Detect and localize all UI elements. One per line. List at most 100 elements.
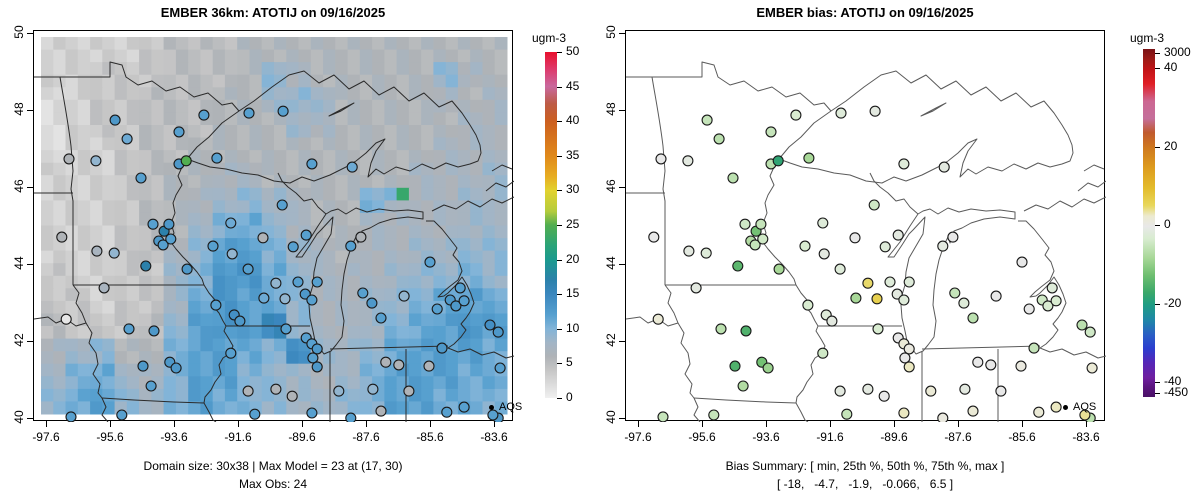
bias-aqs-legend: AQS bbox=[1063, 401, 1096, 413]
model-colorbar bbox=[545, 52, 557, 398]
y-axis-tick-label: 42 bbox=[12, 333, 26, 347]
aqs-station-point bbox=[157, 239, 169, 251]
x-axis-tick-label: -83.6 bbox=[1072, 430, 1100, 444]
aqs-station-point bbox=[872, 323, 884, 335]
y-axis-tick bbox=[619, 187, 625, 188]
y-axis-tick-label: 44 bbox=[12, 256, 26, 270]
aqs-station-point bbox=[1016, 256, 1028, 268]
aqs-station-point bbox=[949, 287, 961, 299]
y-axis-tick-label: 50 bbox=[604, 25, 618, 39]
aqs-station-point bbox=[690, 282, 702, 294]
colorbar-tick bbox=[557, 121, 562, 122]
x-axis-tick bbox=[958, 421, 959, 427]
aqs-station-point bbox=[903, 361, 915, 373]
x-axis-tick bbox=[766, 421, 767, 427]
model-caption-line1: Domain size: 30x38 | Max Model = 23 at (… bbox=[143, 459, 403, 473]
aqs-station-point bbox=[198, 109, 210, 121]
y-axis-tick-label: 48 bbox=[12, 102, 26, 116]
aqs-station-point bbox=[657, 411, 669, 422]
aqs-station-point bbox=[835, 107, 847, 119]
aqs-station-point bbox=[972, 356, 984, 368]
aqs-station-point bbox=[652, 313, 664, 325]
y-axis-tick bbox=[27, 187, 33, 188]
aqs-station-point bbox=[148, 325, 160, 337]
colorbar-tick-label: 0 bbox=[566, 390, 573, 404]
aqs-station-point bbox=[243, 107, 255, 119]
aqs-station-point bbox=[494, 362, 506, 374]
map-border-path bbox=[101, 397, 205, 404]
x-axis-tick-label: -91.6 bbox=[816, 430, 844, 444]
y-axis-tick-label: 40 bbox=[604, 410, 618, 424]
colorbar-tick-label: 35 bbox=[566, 148, 580, 162]
aqs-station-point bbox=[903, 343, 915, 355]
aqs-station-point bbox=[366, 297, 378, 309]
aqs-station-point bbox=[1079, 409, 1091, 421]
x-axis-tick-label: -87.6 bbox=[944, 430, 972, 444]
colorbar-tick-label: 25 bbox=[566, 217, 580, 231]
x-axis-tick bbox=[702, 421, 703, 427]
y-axis-tick bbox=[27, 341, 33, 342]
aqs-station-point bbox=[355, 231, 367, 243]
aqs-station-point bbox=[682, 155, 694, 167]
x-axis-tick bbox=[1086, 421, 1087, 427]
y-axis-tick bbox=[619, 264, 625, 265]
y-axis-tick-label: 40 bbox=[12, 410, 26, 424]
colorbar-tick-label: 20 bbox=[1164, 139, 1178, 153]
aqs-station-point bbox=[280, 323, 292, 335]
bias-plot-area bbox=[625, 30, 1106, 422]
x-axis-tick-label: -89.6 bbox=[288, 430, 316, 444]
aqs-station-point bbox=[109, 114, 121, 126]
aqs-station-point bbox=[995, 385, 1007, 397]
aqs-station-point bbox=[925, 385, 937, 397]
colorbar-tick bbox=[557, 87, 562, 88]
x-axis-tick bbox=[366, 421, 367, 427]
aqs-station-point bbox=[958, 297, 970, 309]
x-axis-tick-label: -85.6 bbox=[416, 430, 444, 444]
aqs-station-point bbox=[90, 155, 102, 167]
colorbar-tick-label: 15 bbox=[566, 286, 580, 300]
aqs-station-point bbox=[333, 385, 345, 397]
aqs-station-point bbox=[277, 105, 289, 117]
y-axis-tick bbox=[27, 110, 33, 111]
aqs-station-point bbox=[258, 292, 270, 304]
colorbar-tick-label: -20 bbox=[1164, 296, 1182, 310]
aqs-station-point bbox=[1086, 362, 1098, 374]
aqs-station-point bbox=[841, 408, 853, 420]
y-axis-tick bbox=[619, 33, 625, 34]
aqs-station-point bbox=[701, 114, 713, 126]
aqs-station-point bbox=[65, 411, 77, 422]
colorbar-tick bbox=[557, 260, 562, 261]
aqs-station-point bbox=[123, 323, 135, 335]
map-border-path bbox=[491, 164, 513, 172]
x-axis-tick-label: -87.6 bbox=[352, 430, 380, 444]
aqs-station-point bbox=[755, 218, 767, 230]
aqs-station-points bbox=[648, 105, 1098, 422]
aqs-station-point bbox=[898, 407, 910, 419]
aqs-station-point bbox=[762, 362, 774, 374]
aqs-station-point bbox=[431, 303, 443, 315]
aqs-station-points bbox=[56, 105, 506, 422]
y-axis-tick-label: 46 bbox=[12, 179, 26, 193]
aqs-station-point bbox=[862, 277, 874, 289]
colorbar-tick-label: 30 bbox=[566, 182, 580, 196]
aqs-station-point bbox=[1084, 326, 1096, 338]
colorbar-tick bbox=[1155, 304, 1160, 305]
colorbar-tick-label: 0 bbox=[1164, 217, 1171, 231]
model-panel-title: EMBER 36km: ATOTIJ on 09/16/2025 bbox=[160, 5, 386, 20]
aqs-station-point bbox=[849, 232, 861, 244]
aqs-station-point bbox=[757, 233, 769, 245]
aqs-station-point bbox=[898, 158, 910, 170]
model-caption-line2: Max Obs: 24 bbox=[238, 477, 308, 491]
aqs-station-point bbox=[279, 293, 291, 305]
aqs-station-point bbox=[454, 282, 466, 294]
aqs-station-point bbox=[1076, 319, 1088, 331]
aqs-station-point bbox=[884, 276, 896, 288]
aqs-station-point bbox=[436, 342, 448, 354]
aqs-station-point bbox=[63, 153, 75, 165]
model-plot-area bbox=[33, 30, 514, 422]
aqs-station-point bbox=[765, 126, 777, 138]
aqs-station-point bbox=[869, 105, 881, 117]
colorbar-tick-label: 3000 bbox=[1164, 45, 1191, 59]
aqs-station-point bbox=[441, 406, 453, 418]
aqs-station-point bbox=[790, 109, 802, 121]
